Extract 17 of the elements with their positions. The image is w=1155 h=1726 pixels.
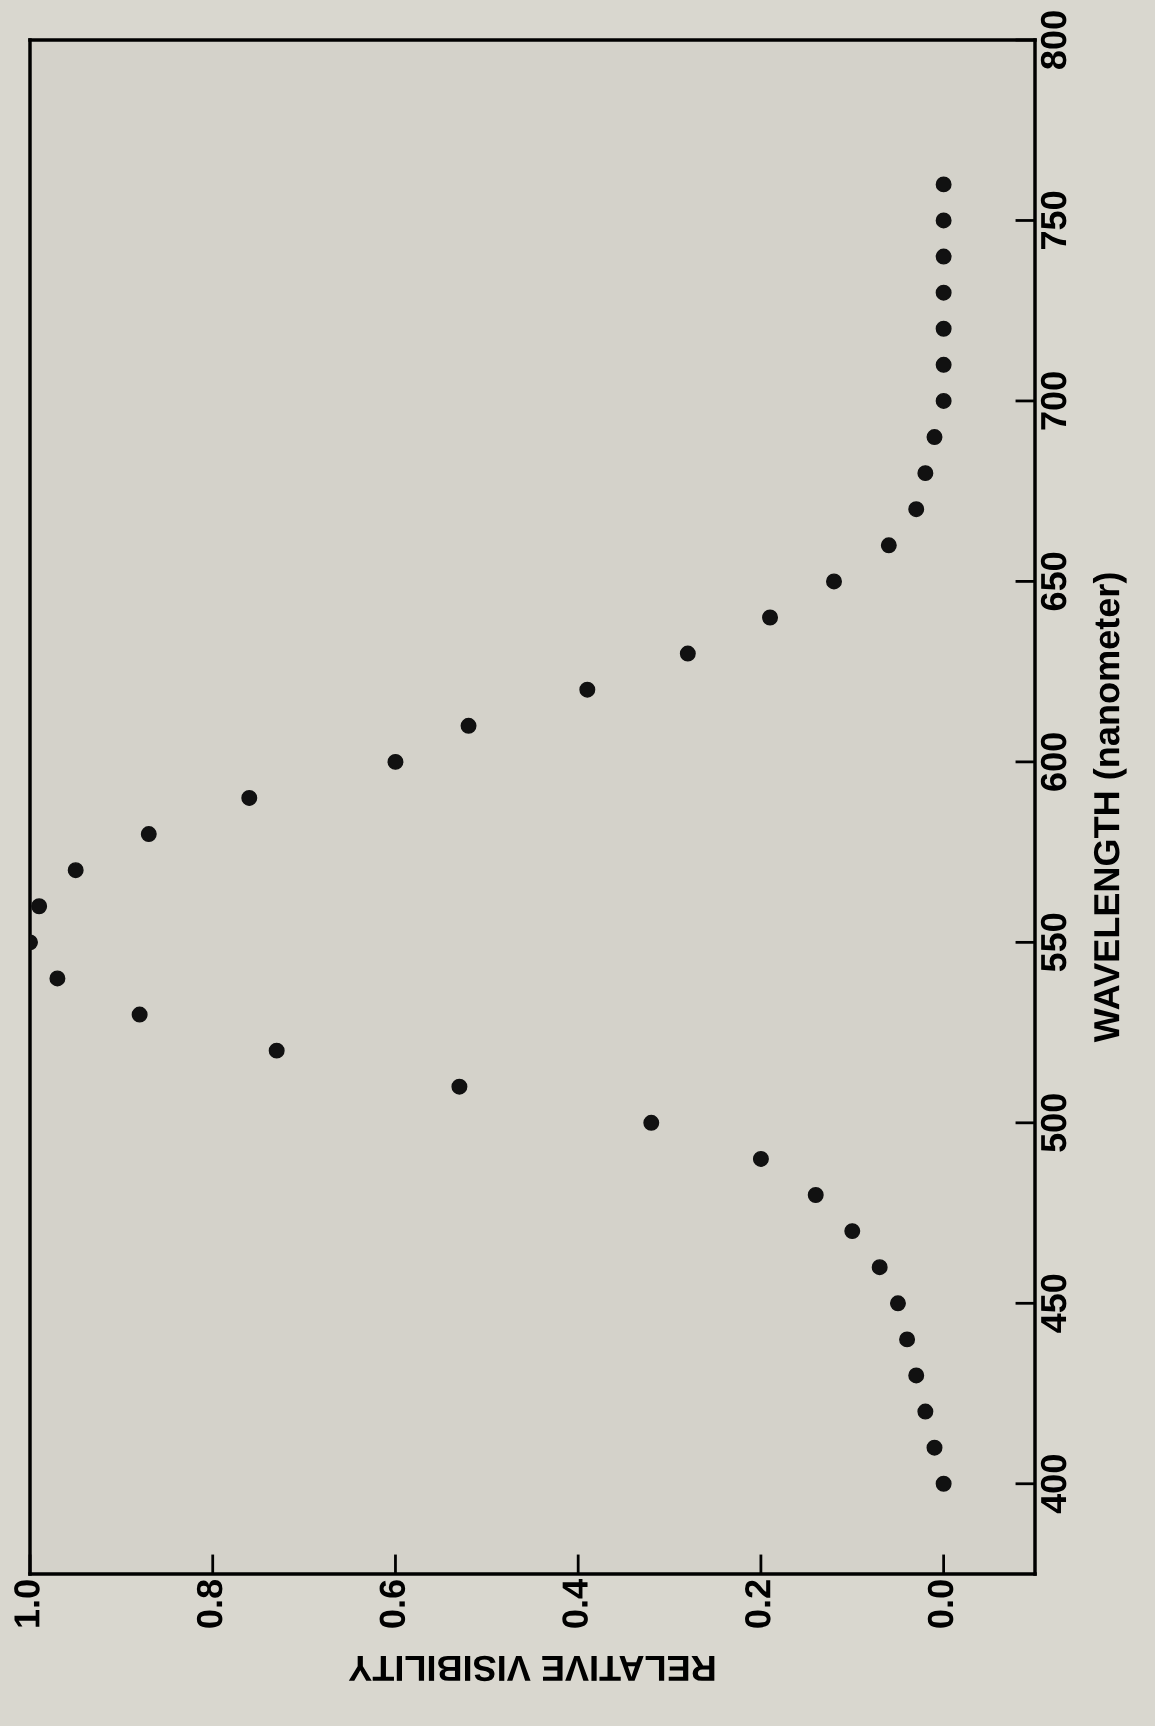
y-axis-title: WAVELENGTH (nanometer) bbox=[1092, 573, 1127, 1043]
x-tick-label: 0.0 bbox=[927, 1580, 954, 1628]
x-tick-label: 0.6 bbox=[379, 1580, 406, 1628]
y-tick-label: 600 bbox=[1040, 733, 1067, 791]
x-tick-label: 0.4 bbox=[562, 1579, 588, 1628]
y-tick-label: 700 bbox=[1040, 372, 1067, 430]
y-tick-label: 400 bbox=[1040, 1455, 1067, 1514]
y-tick-label: 800 bbox=[1040, 11, 1067, 69]
x-axis-title: RELATIVE VISIBILITY bbox=[348, 1655, 715, 1682]
y-tick-label: 450 bbox=[1040, 1274, 1067, 1333]
y-tick-label: 650 bbox=[1040, 552, 1067, 611]
x-tick-label: 0.8 bbox=[196, 1579, 223, 1628]
y-tick-label: 750 bbox=[1040, 191, 1067, 250]
x-tick-label: 0.2 bbox=[745, 1580, 771, 1628]
x-tick-label: 1.0 bbox=[14, 1580, 40, 1627]
y-tick-label: 500 bbox=[1040, 1094, 1067, 1152]
y-tick-label: 550 bbox=[1040, 913, 1067, 972]
